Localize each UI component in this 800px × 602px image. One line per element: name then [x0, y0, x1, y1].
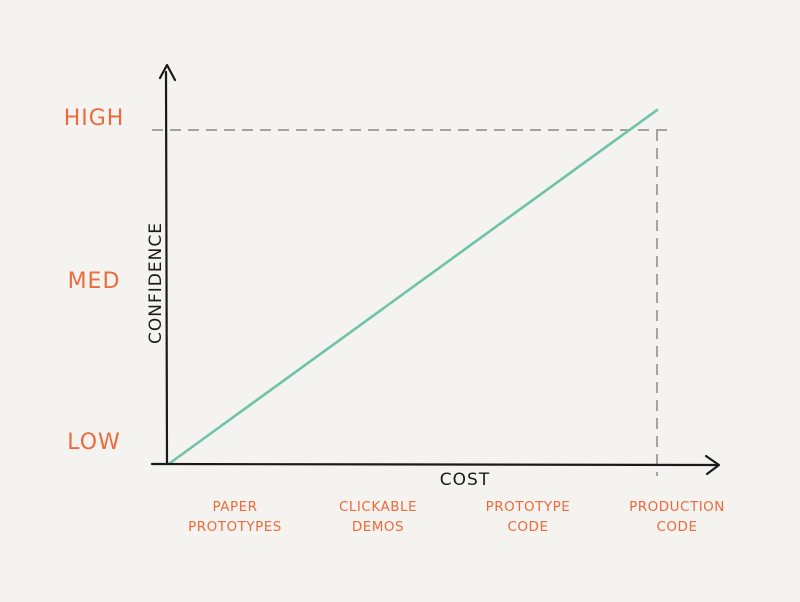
- y-axis: [164, 70, 169, 466]
- reference-guides: [152, 129, 672, 476]
- x-tick-clickable-demos-line-2: DEMOS: [352, 519, 404, 535]
- y-tick-high: HIGH: [64, 106, 125, 131]
- x-axis-arrow-icon: [704, 454, 721, 476]
- x-tick-clickable-demos-line-1: CLICKABLE: [339, 499, 417, 515]
- y-axis-arrow-icon: [158, 63, 177, 82]
- axes: [150, 63, 721, 476]
- y-tick-med: MED: [68, 269, 121, 294]
- y-tick-low: LOW: [67, 430, 121, 455]
- x-tick-paper-prototypes-line-2: PROTOTYPES: [188, 519, 282, 535]
- x-tick-paper-prototypes-line-1: PAPER: [212, 499, 257, 515]
- y-tick-labels: LOW MED HIGH: [64, 106, 125, 455]
- x-axis: [150, 462, 720, 467]
- x-tick-labels: PAPER PROTOTYPES CLICKABLE DEMOS PROTOTYPE CO…: [188, 499, 725, 535]
- x-tick-prototype-code-line-1: PROTOTYPE: [486, 499, 571, 515]
- x-tick-production-code-line-1: PRODUCTION: [629, 499, 725, 515]
- x-tick-production-code-line-2: CODE: [657, 519, 698, 535]
- x-axis-label: COST: [440, 470, 490, 490]
- y-axis-label: CONFIDENCE: [146, 222, 166, 344]
- x-tick-prototype-code-line-2: CODE: [508, 519, 549, 535]
- series-line: [168, 108, 659, 465]
